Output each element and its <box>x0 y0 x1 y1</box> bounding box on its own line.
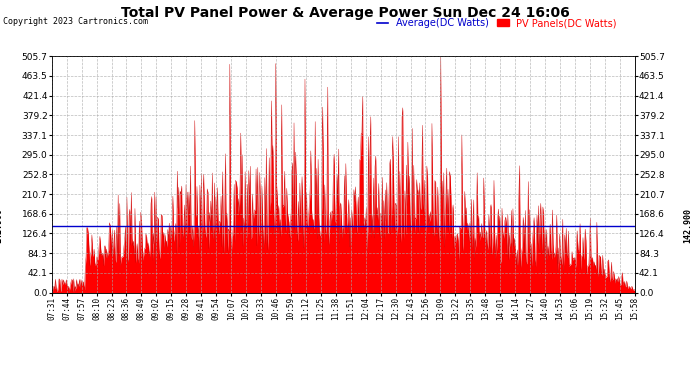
Text: Copyright 2023 Cartronics.com: Copyright 2023 Cartronics.com <box>3 17 148 26</box>
Text: 142.900: 142.900 <box>683 208 690 243</box>
Text: Total PV Panel Power & Average Power Sun Dec 24 16:06: Total PV Panel Power & Average Power Sun… <box>121 6 569 20</box>
Text: 142.900: 142.900 <box>0 208 3 243</box>
Legend: Average(DC Watts), PV Panels(DC Watts): Average(DC Watts), PV Panels(DC Watts) <box>373 14 621 32</box>
